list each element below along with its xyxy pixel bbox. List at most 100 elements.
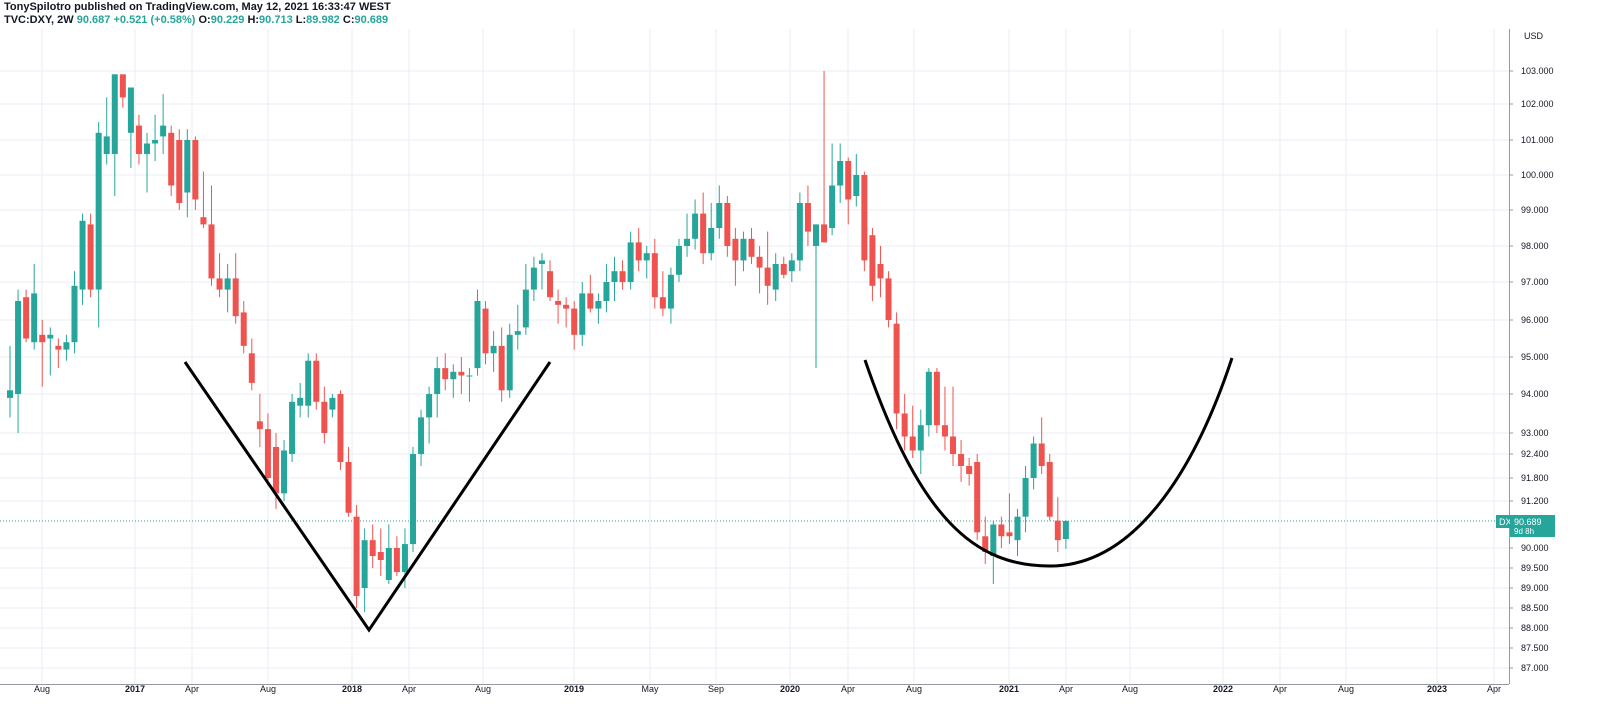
- candle: [716, 185, 723, 239]
- candle: [264, 413, 271, 486]
- candle: [144, 132, 151, 193]
- time-tick-label: Aug: [475, 684, 491, 694]
- candle: [297, 382, 304, 418]
- candle: [684, 213, 691, 257]
- candle: [369, 524, 376, 568]
- candle-body: [506, 334, 513, 391]
- candle-body: [555, 301, 562, 305]
- candle-body: [224, 278, 231, 290]
- candle-body: [853, 175, 860, 196]
- candle-body: [256, 421, 263, 430]
- high-label: H:: [247, 14, 260, 26]
- time-tick-label: Aug: [260, 684, 276, 694]
- u-shape-drawing[interactable]: [863, 357, 1234, 568]
- price-tick-label: 101.000: [1521, 135, 1554, 145]
- candle: [337, 390, 344, 470]
- symbol-interval[interactable]: TVC:DXY, 2W: [4, 14, 74, 26]
- candle-body: [982, 536, 989, 552]
- candle: [1062, 520, 1069, 549]
- candle-body: [893, 323, 900, 414]
- candle: [160, 94, 167, 154]
- candle: [39, 320, 46, 387]
- candle-body: [788, 260, 795, 272]
- time-tick-label: Aug: [1338, 684, 1354, 694]
- chart-header: TonySpilotro published on TradingView.co…: [0, 0, 1560, 28]
- candle: [103, 97, 110, 165]
- price-tick-label: 89.000: [1521, 583, 1549, 593]
- candle: [506, 323, 513, 398]
- candle: [950, 386, 957, 466]
- candle: [909, 405, 916, 458]
- price-tick-label: 89.500: [1521, 563, 1549, 573]
- price-tick-label: 98.000: [1521, 241, 1549, 251]
- time-tick-label: 2021: [999, 684, 1019, 694]
- candle: [168, 125, 175, 196]
- candle: [184, 129, 191, 218]
- time-tick-label: Aug: [906, 684, 922, 694]
- candle: [1006, 493, 1013, 545]
- candle: [941, 386, 948, 451]
- candle: [63, 334, 70, 361]
- last-price-badge: DXY 90.689 9d 8h: [1496, 515, 1555, 537]
- candle-body: [1030, 443, 1037, 478]
- candle: [514, 304, 521, 350]
- candle-body: [764, 267, 771, 286]
- price-axis[interactable]: 103.000 102.000 101.000 100.000 99.000 98.000…: [1509, 66, 1554, 673]
- candle-body: [426, 394, 433, 418]
- candle: [885, 271, 892, 328]
- time-tick-label: 2020: [780, 684, 800, 694]
- candle: [466, 368, 473, 402]
- price-tick-label: 96.000: [1521, 315, 1549, 325]
- candle: [966, 458, 973, 486]
- candle: [498, 327, 505, 402]
- candle-body: [111, 74, 118, 154]
- candle-body: [23, 297, 30, 339]
- candle-body: [7, 390, 13, 398]
- time-axis[interactable]: Aug 2017 Apr Aug 2018 Apr Aug 2019 May Sep 2020 Apr…: [34, 684, 1501, 694]
- candle-body: [837, 161, 844, 186]
- candle: [659, 271, 666, 317]
- candle-body: [240, 312, 247, 346]
- candle-body: [103, 136, 110, 154]
- v-shape-drawing[interactable]: [183, 361, 552, 633]
- close-label: C:: [342, 14, 355, 26]
- candle-body: [55, 345, 62, 350]
- candle: [71, 271, 78, 354]
- candle-body: [1014, 516, 1021, 541]
- candle: [1046, 454, 1053, 521]
- candle-body: [458, 371, 465, 376]
- candle: [692, 199, 699, 250]
- candle-body: [216, 278, 223, 290]
- candle-body: [410, 454, 416, 545]
- candle: [87, 213, 94, 298]
- candle: [232, 253, 239, 324]
- candle-body: [1046, 462, 1053, 517]
- candle: [23, 289, 30, 343]
- candle: [426, 386, 433, 444]
- candle: [990, 520, 997, 584]
- candle: [804, 185, 811, 246]
- open-label: O:: [198, 14, 211, 26]
- candle-body: [71, 285, 78, 343]
- candle-body: [587, 293, 594, 309]
- candle: [1038, 417, 1045, 474]
- candle: [55, 338, 62, 369]
- candle-body: [434, 368, 441, 394]
- candle: [700, 192, 707, 264]
- price-tick-label: 87.500: [1521, 643, 1549, 653]
- candle: [224, 264, 231, 313]
- candle-body: [345, 462, 352, 513]
- candle: [933, 368, 940, 433]
- candle-body: [925, 371, 932, 426]
- candle: [450, 364, 457, 398]
- candle: [724, 196, 731, 257]
- candle-body: [571, 308, 578, 335]
- candle-body: [321, 401, 328, 433]
- price-tick-label: 95.000: [1521, 352, 1549, 362]
- candle-body: [700, 213, 707, 254]
- candle-body: [829, 185, 836, 228]
- candle-body: [796, 203, 803, 261]
- candle-body: [297, 397, 304, 406]
- candle-body: [917, 425, 924, 451]
